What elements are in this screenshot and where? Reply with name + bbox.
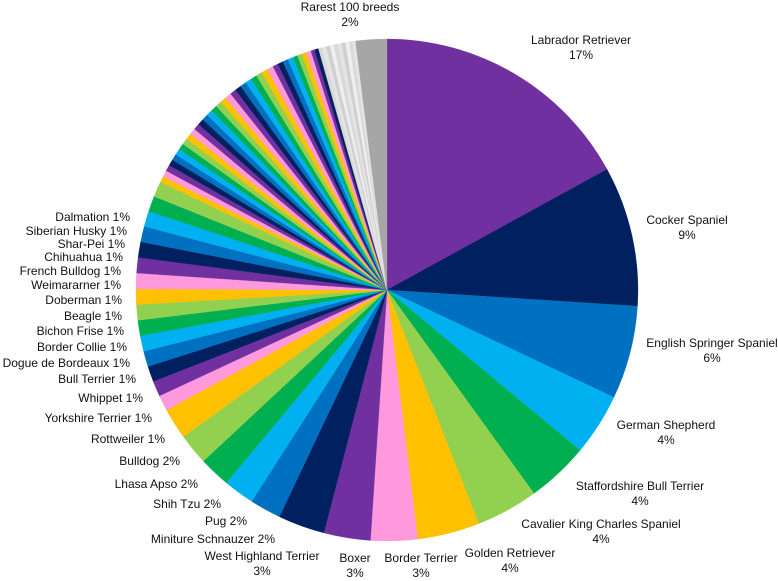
label-value: 1% <box>125 391 143 405</box>
label-border-terrier: Border Terrier 3% <box>384 551 457 581</box>
label-value: 2% <box>257 532 275 546</box>
slice-rarest-100-breeds <box>355 38 388 291</box>
label-bichon: Bichon Frise 1% <box>37 324 124 338</box>
label-name: French Bulldog <box>19 264 101 278</box>
label-value: 3% <box>253 564 271 578</box>
label-cocker: Cocker Spaniel 9% <box>646 213 727 243</box>
label-value: 1% <box>109 340 127 354</box>
label-name: Whippet <box>78 391 123 405</box>
label-value: 1% <box>104 293 122 307</box>
label-value: 2% <box>229 514 247 528</box>
label-chihuahua: Chihuahua 1% <box>44 250 123 264</box>
label-name: Shih Tzu <box>153 497 201 511</box>
label-name: Cavalier King Charles Spaniel <box>521 517 681 531</box>
label-name: Labrador Retriever <box>530 33 632 47</box>
label-shar-pei: Shar-Pei 1% <box>58 237 125 251</box>
label-yorkie: Yorkshire Terrier 1% <box>45 411 152 425</box>
label-weimaraner: Weimararner 1% <box>31 278 121 292</box>
label-name: Bull Terrier <box>58 372 116 386</box>
label-name: Doberman <box>45 293 102 307</box>
label-name: Shar-Pei <box>57 237 105 251</box>
label-lhasa: Lhasa Apso 2% <box>115 477 198 491</box>
label-name: Yorkshire Terrier <box>44 411 132 425</box>
label-value: 1% <box>103 278 121 292</box>
label-bull-terrier: Bull Terrier 1% <box>58 372 136 386</box>
label-value: 1% <box>147 432 165 446</box>
label-value: 2% <box>180 477 198 491</box>
label-value: 1% <box>106 324 124 338</box>
label-springer: English Springer Spaniel 6% <box>646 336 777 366</box>
label-value: 9% <box>678 228 696 242</box>
label-name: Rarest 100 breeds <box>300 0 400 14</box>
label-name: German Shepherd <box>616 418 716 432</box>
label-labrador: Labrador Retriever 17% <box>531 33 631 63</box>
label-value: 1% <box>105 250 123 264</box>
label-value: 1% <box>104 309 122 323</box>
label-rottweiler: Rottweiler 1% <box>91 432 165 446</box>
label-value: 1% <box>103 264 121 278</box>
label-french-bulldog: French Bulldog 1% <box>20 264 121 278</box>
label-value: 1% <box>112 210 130 224</box>
label-name: Boxer <box>339 551 371 565</box>
label-husky: Siberian Husky 1% <box>26 224 127 238</box>
label-value: 1% <box>112 356 130 370</box>
label-bulldog: Bulldog 2% <box>119 454 180 468</box>
label-schnauzer: Miniture Schnauzer 2% <box>151 532 275 546</box>
label-value: 1% <box>107 237 125 251</box>
label-name: Pug <box>204 514 227 528</box>
label-name: Beagle <box>63 309 102 323</box>
label-name: Bichon Frise <box>36 324 104 338</box>
label-shih-tzu: Shih Tzu 2% <box>153 497 221 511</box>
label-value: 1% <box>109 224 127 238</box>
label-name: Chihuahua <box>44 250 103 264</box>
label-dalmation: Dalmation 1% <box>55 210 130 224</box>
label-german-shepherd: German Shepherd 4% <box>617 418 716 448</box>
label-pug: Pug 2% <box>205 514 247 528</box>
label-name: Staffordshire Bull Terrier <box>575 479 705 493</box>
label-name: West Highland Terrier <box>204 549 320 563</box>
label-name: Dogue de Bordeaux <box>2 356 113 370</box>
label-value: 3% <box>346 566 364 580</box>
label-value: 2% <box>341 15 359 29</box>
label-golden: Golden Retriever 4% <box>465 546 556 576</box>
label-value: 3% <box>412 566 430 580</box>
label-doberman: Doberman 1% <box>45 293 122 307</box>
label-dogue: Dogue de Bordeaux 1% <box>3 356 130 370</box>
label-value: 1% <box>134 411 152 425</box>
slice-labrador-retriever <box>386 38 608 291</box>
label-name: Rottweiler <box>90 432 145 446</box>
slice-cocker-spaniel <box>386 169 639 307</box>
label-value: 4% <box>657 433 675 447</box>
label-rarest: Rarest 100 breeds 2% <box>301 0 400 30</box>
label-name: Bulldog <box>119 454 160 468</box>
label-name: Siberian Husky <box>25 224 107 238</box>
label-name: Weimararner <box>31 278 101 292</box>
label-name: Lhasa Apso <box>114 477 178 491</box>
label-name: English Springer Spaniel <box>646 336 778 350</box>
label-boxer: Boxer 3% <box>339 551 370 581</box>
label-value: 17% <box>568 48 594 62</box>
label-name: Dalmation <box>55 210 110 224</box>
label-value: 4% <box>631 494 649 508</box>
label-value: 2% <box>203 497 221 511</box>
label-value: 6% <box>703 351 721 365</box>
label-value: 4% <box>592 532 610 546</box>
label-value: 1% <box>118 372 136 386</box>
label-name: Miniture Schnauzer <box>150 532 255 546</box>
label-name: Border Terrier <box>384 551 458 565</box>
label-name: Border Collie <box>36 340 107 354</box>
label-westie: West Highland Terrier 3% <box>205 549 320 579</box>
label-border-collie: Border Collie 1% <box>37 340 127 354</box>
label-whippet: Whippet 1% <box>78 391 143 405</box>
label-name: Cocker Spaniel <box>646 213 728 227</box>
label-name: Golden Retriever <box>464 546 556 560</box>
label-value: 4% <box>501 561 519 575</box>
label-value: 2% <box>162 454 180 468</box>
label-beagle: Beagle 1% <box>64 309 122 323</box>
label-staffy: Staffordshire Bull Terrier 4% <box>576 479 704 509</box>
label-cavalier: Cavalier King Charles Spaniel 4% <box>521 517 680 547</box>
